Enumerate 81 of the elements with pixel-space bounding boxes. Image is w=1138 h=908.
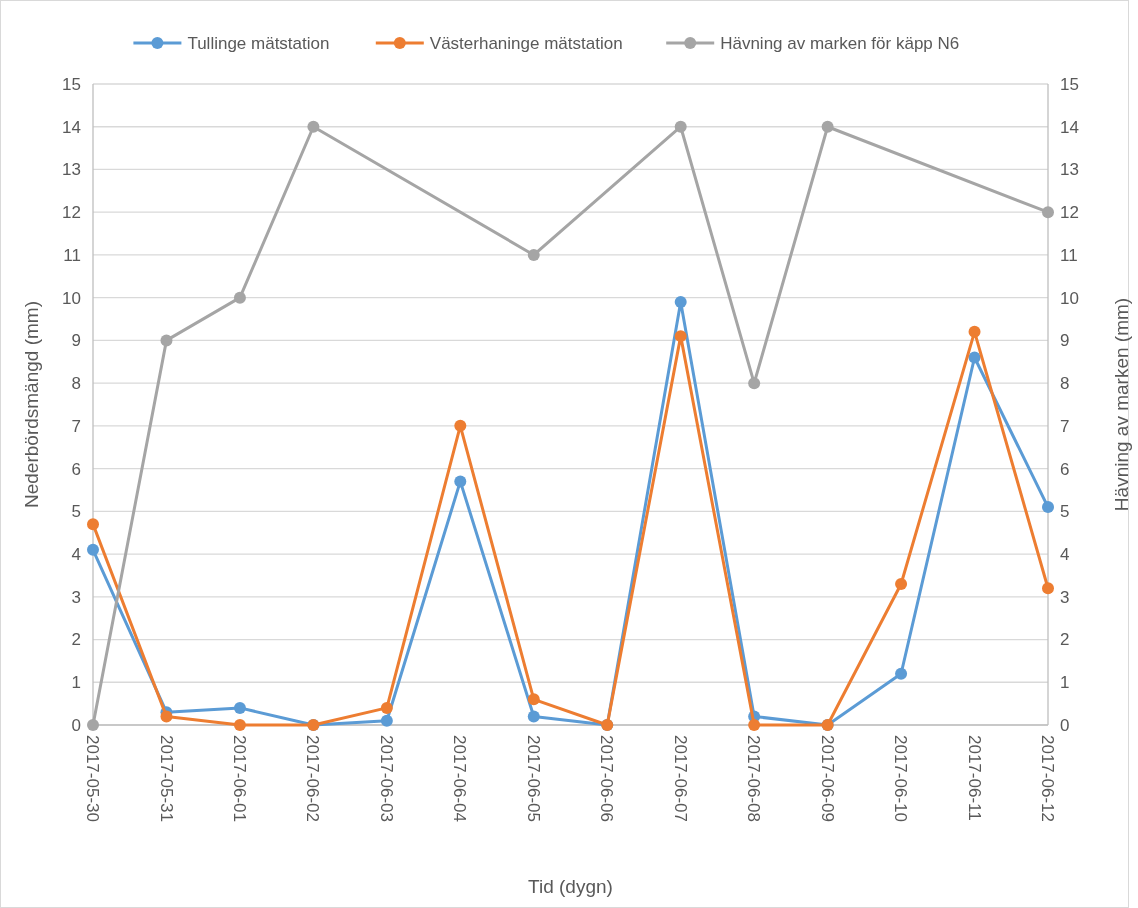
y2-axis-title: Hävning av marken (mm) xyxy=(1111,297,1132,512)
x-tick-label: 2017-05-31 xyxy=(156,735,176,822)
y-tick-label: 14 xyxy=(62,117,81,137)
y2-tick-label: 0 xyxy=(1060,715,1070,735)
y-tick-label: 10 xyxy=(62,288,81,308)
point xyxy=(527,248,540,261)
point xyxy=(968,351,981,364)
y-axis-title: Nederbördsmängd (mm) xyxy=(21,301,42,508)
x-tick-label: 2017-06-06 xyxy=(597,735,617,822)
x-tick-label: 2017-06-05 xyxy=(523,735,543,822)
legend-label: Västerhaninge mätstation xyxy=(429,33,623,53)
x-tick-label: 2017-06-03 xyxy=(376,735,396,822)
point xyxy=(380,714,393,727)
y-tick-label: 15 xyxy=(62,74,81,94)
point xyxy=(87,719,99,731)
y2-tick-label: 2 xyxy=(1060,630,1070,650)
y2-tick-label: 5 xyxy=(1060,502,1070,522)
y2-tick-label: 4 xyxy=(1060,545,1070,565)
y-tick-label: 1 xyxy=(71,673,81,693)
y-tick-label: 2 xyxy=(71,630,81,650)
x-tick-label: 2017-06-10 xyxy=(891,735,911,822)
point xyxy=(968,325,981,338)
y2-tick-label: 9 xyxy=(1060,331,1070,351)
x-tick-label: 2017-06-02 xyxy=(303,735,323,822)
x-tick-label: 2017-06-08 xyxy=(744,735,764,822)
y2-tick-label: 15 xyxy=(1060,74,1079,94)
legend-label: Tullinge mätstation xyxy=(187,33,330,53)
point xyxy=(87,518,99,531)
y2-tick-label: 3 xyxy=(1060,587,1070,607)
x-tick-label: 2017-06-11 xyxy=(964,735,984,821)
y2-tick-label: 14 xyxy=(1060,117,1079,137)
point xyxy=(160,334,173,347)
y-tick-label: 0 xyxy=(71,715,81,735)
x-tick-label: 2017-06-09 xyxy=(817,735,837,822)
point xyxy=(233,719,246,731)
point xyxy=(748,719,761,731)
y2-tick-label: 12 xyxy=(1060,203,1079,223)
y-tick-label: 7 xyxy=(71,416,81,436)
point xyxy=(233,291,246,304)
point xyxy=(748,377,761,390)
y2-tick-label: 6 xyxy=(1060,459,1070,479)
y-tick-label: 6 xyxy=(71,459,81,479)
point xyxy=(674,120,687,133)
point xyxy=(821,120,834,133)
point xyxy=(1042,206,1054,219)
x-tick-label: 2017-06-07 xyxy=(670,735,690,822)
point xyxy=(674,330,687,343)
y-tick-label: 9 xyxy=(71,331,81,351)
y2-tick-label: 8 xyxy=(1060,374,1070,394)
y-tick-label: 11 xyxy=(63,245,81,265)
point xyxy=(380,701,393,714)
point xyxy=(160,710,173,723)
y2-tick-label: 11 xyxy=(1060,245,1078,265)
point xyxy=(1042,501,1054,514)
y-tick-label: 8 xyxy=(71,374,81,394)
x-tick-label: 2017-06-04 xyxy=(450,735,470,822)
y2-tick-label: 7 xyxy=(1060,416,1070,436)
y2-tick-label: 13 xyxy=(1060,160,1079,180)
point xyxy=(527,710,540,723)
point xyxy=(674,295,687,308)
y-tick-label: 5 xyxy=(71,502,81,522)
point xyxy=(454,419,467,432)
y2-tick-label: 10 xyxy=(1060,288,1079,308)
x-tick-label: 2017-06-12 xyxy=(1038,735,1058,822)
x-tick-label: 2017-06-01 xyxy=(229,735,249,822)
point xyxy=(233,701,246,714)
point xyxy=(87,543,99,556)
legend-label: Hävning av marken för käpp N6 xyxy=(720,33,960,53)
point xyxy=(1042,582,1054,595)
point xyxy=(307,120,320,133)
y-tick-label: 3 xyxy=(71,587,81,607)
point xyxy=(895,667,908,680)
y-tick-label: 13 xyxy=(62,160,81,180)
x-tick-label: 2017-05-30 xyxy=(83,735,103,822)
y-tick-label: 12 xyxy=(62,203,81,223)
x-axis-title: Tid (dygn) xyxy=(528,876,613,897)
point xyxy=(527,693,540,706)
y2-tick-label: 1 xyxy=(1060,673,1070,693)
point xyxy=(454,475,467,488)
y-tick-label: 4 xyxy=(71,545,81,565)
point xyxy=(895,577,908,590)
